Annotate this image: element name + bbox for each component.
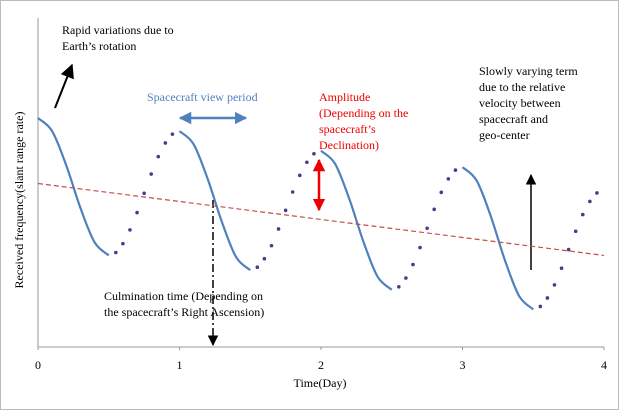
annotation: Earth’s rotation bbox=[62, 39, 136, 53]
data-point bbox=[566, 247, 571, 252]
data-point bbox=[588, 199, 592, 204]
annotation: Slowly varying term bbox=[479, 64, 578, 78]
y-axis-label: Received frequency(slant range rate) bbox=[12, 112, 26, 289]
data-point bbox=[156, 154, 161, 159]
data-point bbox=[135, 210, 139, 215]
data-point bbox=[552, 283, 557, 287]
arrow bbox=[54, 63, 74, 109]
x-tick-label: 3 bbox=[460, 358, 466, 372]
annotation: Rapid variations due to bbox=[62, 23, 174, 37]
data-point bbox=[411, 262, 415, 267]
data-point bbox=[432, 207, 437, 212]
data-point bbox=[446, 177, 451, 181]
data-point bbox=[439, 190, 444, 195]
data-point bbox=[573, 229, 578, 234]
data-point bbox=[269, 243, 274, 248]
data-line bbox=[37, 182, 605, 257]
data-point bbox=[170, 132, 175, 136]
data-point bbox=[262, 256, 267, 261]
annotation: spacecraft’s bbox=[319, 122, 376, 136]
annotation: Amplitude bbox=[319, 90, 370, 104]
data-point bbox=[283, 208, 288, 213]
annotation: velocity between bbox=[479, 96, 561, 110]
x-tick-label: 0 bbox=[35, 358, 41, 372]
x-tick-label: 2 bbox=[318, 358, 324, 372]
data-line bbox=[37, 117, 535, 311]
x-axis-label: Time(Day) bbox=[294, 376, 347, 390]
data-point bbox=[538, 304, 543, 309]
x-tick-label: 1 bbox=[177, 358, 183, 372]
data-point bbox=[404, 276, 408, 280]
annotation: the spacecraft’s Right Ascension) bbox=[104, 305, 264, 319]
data-point bbox=[290, 190, 295, 194]
data-point bbox=[312, 151, 316, 156]
data-point bbox=[580, 212, 585, 217]
data-point bbox=[595, 191, 599, 195]
data-point bbox=[545, 296, 550, 300]
data-point bbox=[142, 191, 146, 196]
data-point bbox=[297, 173, 302, 178]
annotation: geo-center bbox=[479, 128, 530, 142]
data-point bbox=[276, 227, 281, 231]
annotation: Spacecraft view period bbox=[147, 90, 258, 104]
annotation: Declination) bbox=[319, 138, 379, 152]
data-point bbox=[453, 168, 458, 172]
data-point bbox=[149, 172, 153, 176]
data-point bbox=[559, 266, 564, 270]
data-point bbox=[425, 226, 429, 231]
annotation: spacecraft and bbox=[479, 112, 548, 126]
data-point bbox=[418, 245, 422, 250]
data-point bbox=[397, 285, 401, 289]
data-point bbox=[114, 250, 118, 255]
annotation: (Depending on the bbox=[319, 106, 408, 120]
data-point bbox=[305, 160, 309, 165]
data-point bbox=[121, 241, 125, 246]
annotation: due to the relative bbox=[479, 80, 565, 94]
data-point bbox=[128, 228, 132, 232]
annotation: Culmination time (Depending on bbox=[104, 289, 263, 303]
x-tick-label: 4 bbox=[601, 358, 607, 372]
data-point bbox=[163, 141, 168, 145]
data-point bbox=[255, 265, 260, 270]
